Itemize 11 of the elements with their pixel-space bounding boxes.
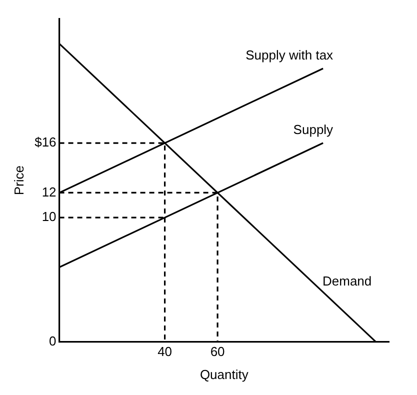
series-label: Supply: [293, 122, 334, 138]
x-tick-label: 60: [210, 344, 225, 360]
y-tick-label: $16: [34, 134, 56, 150]
y-tick-label: 12: [42, 184, 56, 200]
y-tick-label: 0: [49, 333, 56, 348]
x-axis-title: Quantity: [200, 366, 249, 382]
series-label: Demand: [322, 274, 372, 289]
y-axis-title: Price: [11, 165, 26, 196]
y-tick-label: 10: [42, 209, 56, 224]
series-label: Supply with tax: [246, 48, 334, 63]
x-tick-label: 40: [158, 344, 172, 360]
